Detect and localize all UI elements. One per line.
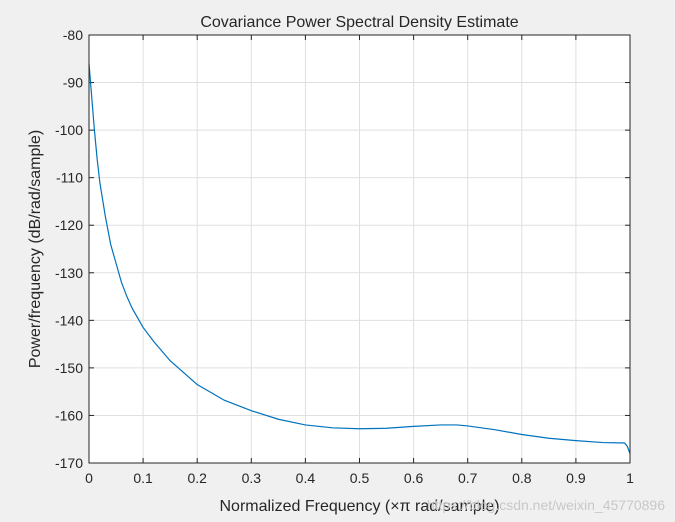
x-tick-label: 0.8 bbox=[512, 470, 532, 486]
x-tick-label: 1 bbox=[626, 470, 634, 486]
y-tick-label: -160 bbox=[55, 407, 83, 423]
y-tick-label: -130 bbox=[55, 265, 83, 281]
y-tick-label: -80 bbox=[63, 27, 83, 43]
x-axis-label: Normalized Frequency (×π rad/sample) bbox=[219, 498, 499, 515]
y-tick-label: -110 bbox=[56, 170, 83, 186]
x-tick-label: 0.5 bbox=[350, 470, 370, 486]
x-tick-label: 0.3 bbox=[242, 470, 262, 486]
y-tick-label: -150 bbox=[55, 360, 83, 376]
psd-series-line bbox=[88, 63, 631, 454]
x-tick-label: 0.7 bbox=[458, 470, 478, 486]
y-tick-label: -120 bbox=[55, 217, 83, 233]
y-tick-label: -140 bbox=[55, 312, 83, 328]
y-tick-label: -170 bbox=[55, 455, 83, 471]
x-tick-label: 0.1 bbox=[133, 470, 153, 486]
x-tick-label: 0.9 bbox=[566, 470, 586, 486]
series-layer bbox=[88, 63, 631, 454]
y-tick-label: -90 bbox=[63, 75, 83, 91]
x-tick-label: 0.2 bbox=[187, 470, 207, 486]
plot-frame bbox=[88, 34, 631, 464]
x-tick-label: 0.6 bbox=[404, 470, 424, 486]
chart-title: Covariance Power Spectral Density Estima… bbox=[200, 14, 518, 31]
y-tick-label: -100 bbox=[55, 122, 83, 138]
x-tick-label: 0 bbox=[85, 470, 93, 486]
tick-layer: 0 0.1 0.2 0.3 0.4 0.5 0.6 0.7 0.8 0.9 1 -80 -90 -100 -… bbox=[55, 27, 634, 486]
y-axis-label: Power/frequency (dB/rad/sample) bbox=[27, 130, 44, 368]
watermark-text: https://blog.csdn.net/weixin_45770896 bbox=[427, 497, 665, 513]
x-tick-label: 0.4 bbox=[296, 470, 316, 486]
